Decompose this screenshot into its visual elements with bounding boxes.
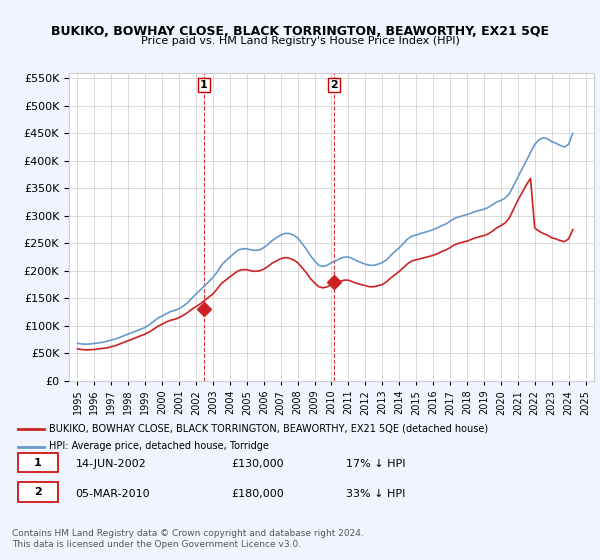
Text: HPI: Average price, detached house, Torridge: HPI: Average price, detached house, Torr… — [49, 441, 269, 451]
Text: 33% ↓ HPI: 33% ↓ HPI — [346, 489, 406, 499]
Text: £180,000: £180,000 — [231, 489, 284, 499]
Text: 14-JUN-2002: 14-JUN-2002 — [76, 459, 146, 469]
Text: Contains HM Land Registry data © Crown copyright and database right 2024.
This d: Contains HM Land Registry data © Crown c… — [12, 529, 364, 549]
Text: 05-MAR-2010: 05-MAR-2010 — [76, 489, 150, 499]
Text: 17% ↓ HPI: 17% ↓ HPI — [346, 459, 406, 469]
FancyBboxPatch shape — [18, 452, 58, 473]
Text: 2: 2 — [331, 80, 338, 90]
Text: 2: 2 — [34, 487, 42, 497]
Text: BUKIKO, BOWHAY CLOSE, BLACK TORRINGTON, BEAWORTHY, EX21 5QE: BUKIKO, BOWHAY CLOSE, BLACK TORRINGTON, … — [51, 25, 549, 38]
Text: £130,000: £130,000 — [231, 459, 284, 469]
Text: BUKIKO, BOWHAY CLOSE, BLACK TORRINGTON, BEAWORTHY, EX21 5QE (detached house): BUKIKO, BOWHAY CLOSE, BLACK TORRINGTON, … — [49, 423, 488, 433]
FancyBboxPatch shape — [18, 482, 58, 502]
Text: 1: 1 — [200, 80, 208, 90]
Text: 1: 1 — [34, 458, 42, 468]
Text: Price paid vs. HM Land Registry's House Price Index (HPI): Price paid vs. HM Land Registry's House … — [140, 36, 460, 46]
